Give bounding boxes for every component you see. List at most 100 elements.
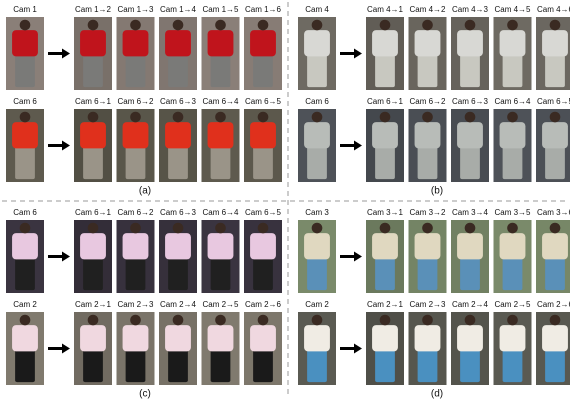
head [172,111,184,123]
target-label: Cam 6→2 [117,97,154,106]
head [464,314,476,326]
head [379,111,391,123]
head [549,19,561,31]
person-image [366,220,404,293]
head [311,19,323,31]
torso [122,325,149,352]
target-label: Cam 2→4 [160,300,197,309]
person-image [74,17,112,90]
head [87,111,99,123]
target-label: Cam 2→5 [494,300,531,309]
head [87,222,99,234]
target-label: Cam 2→3 [409,300,446,309]
legs [210,145,231,180]
legs [375,145,395,180]
torso [304,30,330,57]
person-image [244,220,282,293]
legs [83,348,103,383]
person-image [6,312,44,385]
head [130,314,141,326]
legs [168,256,188,291]
person-image [536,220,570,293]
torso [499,325,526,352]
head [549,111,561,123]
legs [375,53,395,88]
torso [122,30,149,57]
arrow-head [354,140,362,151]
legs [502,53,523,88]
torso [372,122,398,149]
legs [15,53,35,88]
head [379,222,391,234]
head [507,19,518,31]
target-label: Cam 4→1 [367,5,404,14]
torso [457,325,483,352]
person-image [298,220,336,293]
torso [122,122,149,149]
torso [165,325,191,352]
person-image [451,312,489,385]
torso [414,325,441,352]
person-image [536,109,570,182]
head [311,222,323,234]
head [507,222,518,234]
head [549,222,561,234]
head [130,111,141,123]
head [257,314,269,326]
target-label: Cam 6→3 [452,97,489,106]
head [549,314,561,326]
legs [307,348,327,383]
source-label: Cam 2 [305,300,329,309]
legs [307,53,327,88]
torso [165,30,191,57]
legs [460,145,480,180]
source-label: Cam 3 [305,208,329,217]
target-label: Cam 1→2 [75,5,112,14]
head [422,19,433,31]
torso [372,30,398,57]
target-label: Cam 3→6 [537,208,570,217]
person-image [298,312,336,385]
person-image [366,109,404,182]
head [19,111,31,123]
torso [499,122,526,149]
legs [417,348,438,383]
target-label: Cam 6→1 [367,97,404,106]
source-label: Cam 6 [13,97,37,106]
legs [545,145,565,180]
person-image [116,17,155,90]
legs [125,145,146,180]
arrow-head [62,140,70,151]
arrow-head [354,251,362,262]
person-image [6,109,44,182]
torso [499,30,526,57]
torso [304,122,330,149]
panel-caption: (d) [431,389,443,400]
target-label: Cam 2→4 [452,300,489,309]
target-label: Cam 6→1 [75,208,112,217]
legs [125,256,146,291]
head [215,111,226,123]
person-image [74,109,112,182]
legs [307,256,327,291]
target-label: Cam 2→5 [202,300,239,309]
target-label: Cam 3→1 [367,208,404,217]
person-image [201,109,240,182]
torso [250,30,276,57]
torso [12,30,38,57]
torso [80,233,106,260]
source-label: Cam 2 [13,300,37,309]
person-image [408,220,447,293]
torso [414,30,441,57]
legs [83,256,103,291]
torso [542,122,568,149]
head [422,222,433,234]
legs [460,348,480,383]
head [464,222,476,234]
person-image [408,109,447,182]
legs [125,53,146,88]
target-label: Cam 1→6 [245,5,282,14]
arrow-head [62,343,70,354]
person-image [244,312,282,385]
target-label: Cam 2→1 [75,300,112,309]
